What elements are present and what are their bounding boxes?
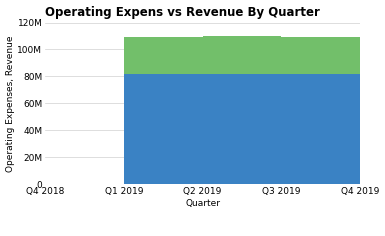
- Text: Operating Expens vs Revenue By Quarter: Operating Expens vs Revenue By Quarter: [45, 6, 320, 19]
- X-axis label: Quarter: Quarter: [185, 199, 220, 208]
- Y-axis label: Operating Expenses, Revenue: Operating Expenses, Revenue: [5, 35, 15, 172]
